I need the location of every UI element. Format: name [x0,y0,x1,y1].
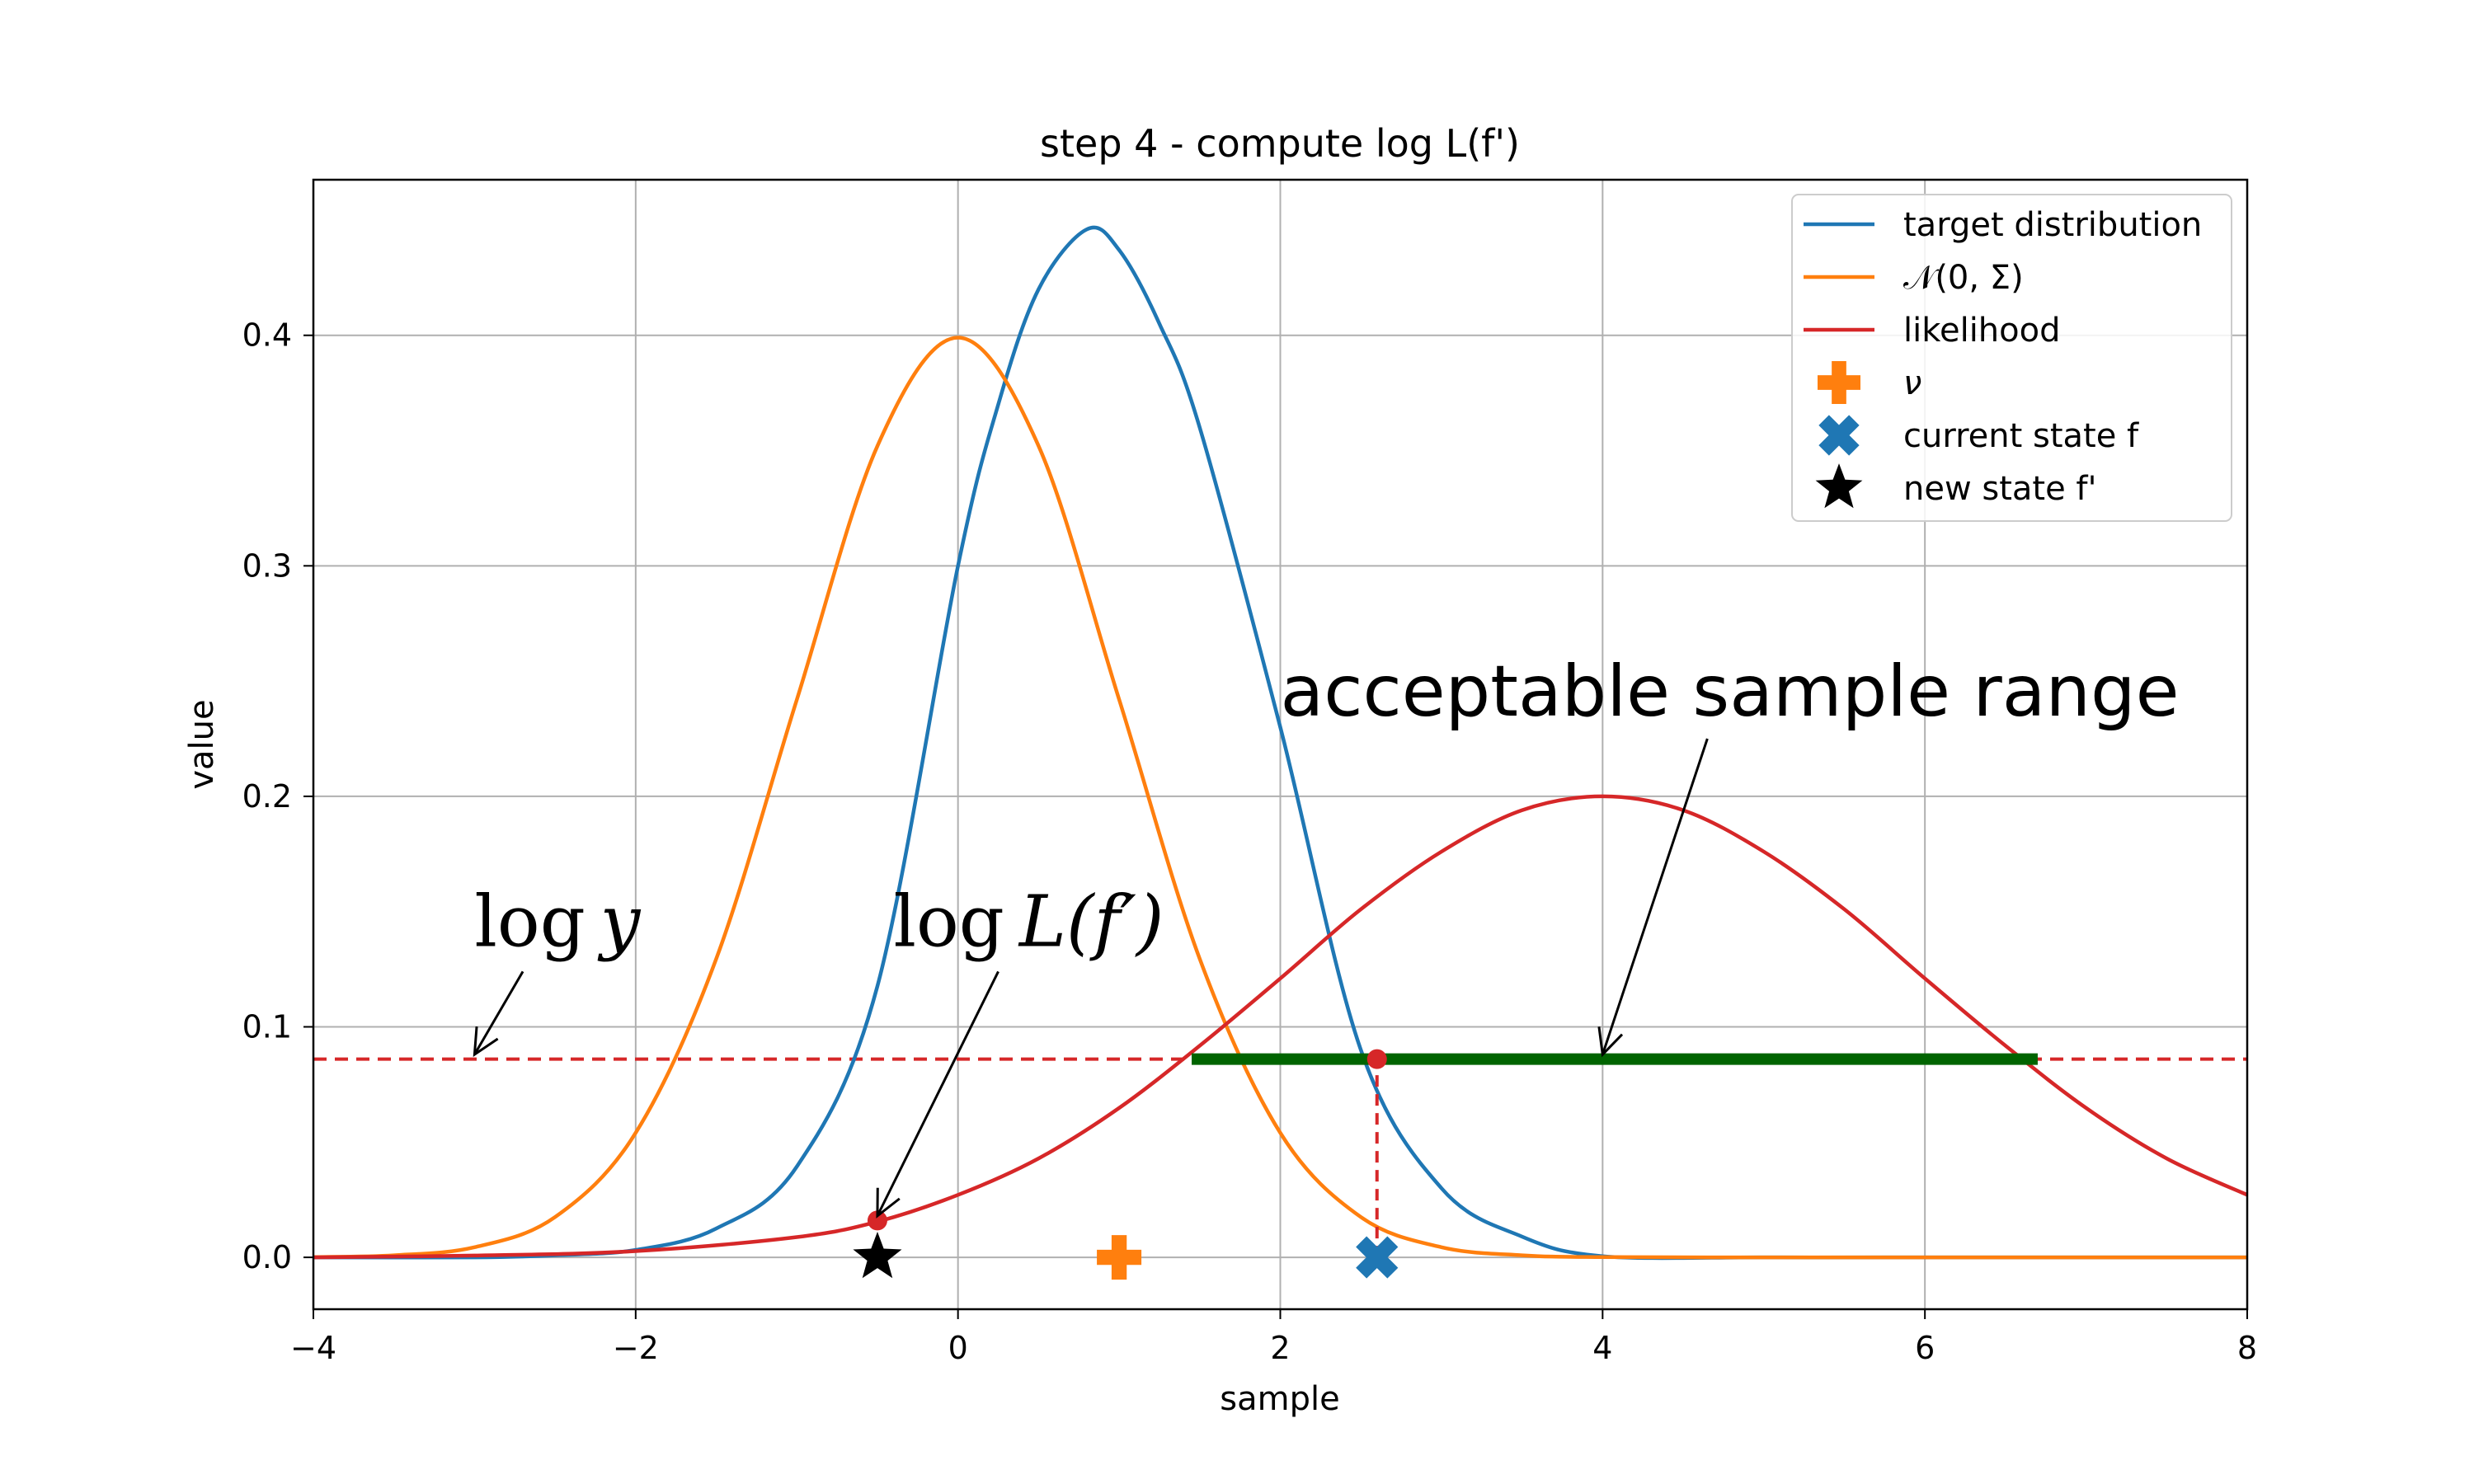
legend-marker [1818,415,1860,456]
prior-normal-curve [313,336,2247,1260]
annotations: log y log L(f′)acceptable sample range [473,650,2180,1219]
annotation-arrow-log-y-shaft [473,970,524,1055]
y-tick-label: 0.4 [242,317,292,354]
legend-label: target distribution [1903,206,2202,244]
legend-label: 𝒩(0, Σ) [1903,259,2024,297]
annotation-arrow-acceptable [1597,738,1709,1058]
legend-label: current state f [1903,417,2139,455]
annotation-arrow-acceptable-shaft [1601,738,1709,1055]
annotation-arrow-log-lf [876,970,999,1219]
current-state-marker [1356,1236,1399,1279]
chart-title: step 4 - compute log L(f') [1040,121,1520,166]
likelihood-curve [313,794,2247,1260]
x-tick-label: 4 [1592,1330,1612,1366]
annotation-log-lf: log L(f′) [894,881,1164,964]
annotation-arrow-acceptable-head [1597,1026,1624,1058]
new-state-marker [853,1232,902,1279]
legend-item: likelihood [1804,312,2061,350]
grid-lines [313,180,2248,1309]
legend-marker [1818,361,1860,404]
legend-label: new state f' [1903,470,2097,508]
legend-item: ν [1818,361,1921,404]
annotation-log-y-part: log [474,881,585,964]
y-axis-label: value [183,699,221,789]
legend-item: current state f [1818,415,2139,456]
annotation-log-y-part: y [597,881,642,964]
x-axis-label: sample [1220,1380,1339,1418]
y-tick-label: 0.3 [242,547,292,584]
x-tick-label: 2 [1270,1330,1290,1366]
y-tick-label: 0.0 [242,1239,292,1275]
legend: target distribution 𝒩(0, Σ) likelihood ν cur… [1791,194,2232,522]
x-tick-label: 6 [1915,1330,1935,1366]
y-tick-label: 0.2 [242,778,292,815]
legend-item: target distribution [1804,206,2202,244]
likelihood-point [1366,1049,1387,1069]
legend-label: likelihood [1903,312,2061,350]
annotation-arrow-log-lf-shaft [876,970,999,1217]
x-tick-label: 0 [948,1330,968,1366]
annotation-log-lf-part: log [894,881,1004,964]
annotation-log-lf-part: L(f′) [1018,881,1164,964]
annotation-arrow-log-lf-head [876,1187,901,1219]
x-tick-label: −2 [613,1330,659,1366]
annotation-log-y: log y [474,881,641,964]
y-tick-label: 0.1 [242,1009,292,1045]
legend-label: ν [1903,364,1921,402]
annotation-acceptable-part: acceptable sample range [1281,650,2180,733]
x-tick-label: −4 [290,1330,336,1366]
likelihood-point [867,1210,887,1231]
annotation-arrow-log-y [473,970,524,1058]
legend-item: new state f' [1815,463,2097,509]
legend-marker [1815,463,1863,509]
annotation-acceptable: acceptable sample range [1281,650,2180,733]
nu-marker [1097,1235,1142,1280]
legend-box [1791,194,2232,522]
x-tick-label: 8 [2237,1330,2257,1366]
annotation-arrow-log-y-head [473,1026,499,1058]
legend-item: 𝒩(0, Σ) [1804,259,2024,297]
axis-ticks: −4 −2 0 2 4 6 8 0.0 0.1 0.2 0.3 0.4 [242,317,2258,1366]
plot-area [313,225,2247,1280]
